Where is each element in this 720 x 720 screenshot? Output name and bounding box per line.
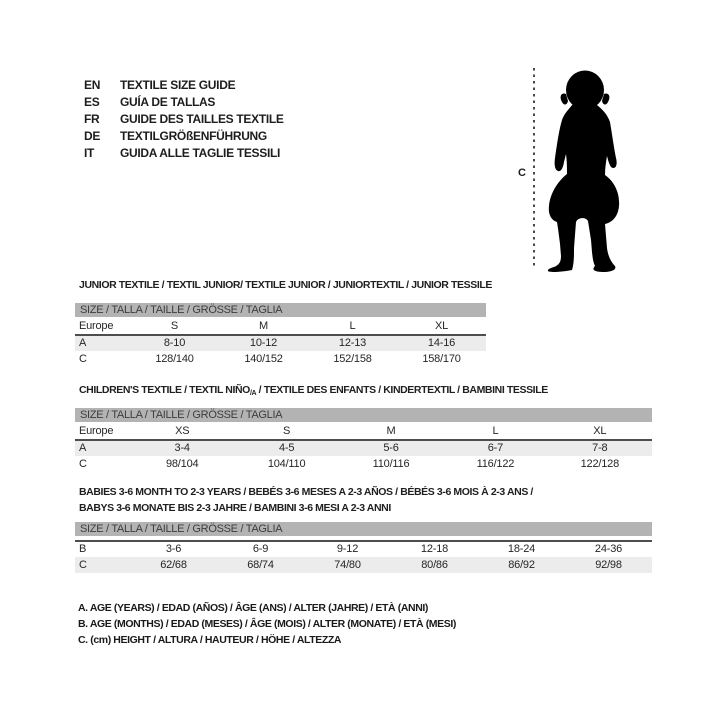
table-row-a: A 3-4 4-5 5-6 6-7 7-8: [75, 440, 652, 456]
size-cell: L: [492, 424, 499, 437]
data-cell: 140/152: [244, 352, 283, 365]
language-row-it: IT GUIDA ALLE TAGLIE TESSILI: [84, 145, 284, 162]
row-divider: [75, 540, 652, 542]
row-divider: [75, 439, 652, 441]
data-cell: 62/68: [160, 558, 187, 571]
data-cell: 110/116: [372, 457, 410, 470]
data-cell: 98/104: [165, 457, 199, 470]
data-cell: 128/140: [155, 352, 194, 365]
language-row-es: ES GUÍA DE TALLAS: [84, 94, 284, 111]
language-code: FR: [84, 112, 100, 126]
language-row-fr: FR GUIDE DES TAILLES TEXTILE: [84, 111, 284, 128]
children-title-sub: /A: [249, 390, 257, 397]
data-cell: 74/80: [334, 558, 361, 571]
data-cell: 152/158: [333, 352, 372, 365]
data-cell: 80/86: [421, 558, 448, 571]
note-height-cm: C. (cm) HEIGHT / ALTURA / HAUTEUR / HÖHE…: [78, 634, 342, 647]
data-cell: 3-4: [174, 442, 191, 455]
height-measure-line: [533, 68, 535, 269]
data-cell: 12-18: [420, 543, 449, 556]
data-cell: 6-9: [252, 543, 269, 556]
data-cell: 14-16: [427, 337, 456, 350]
region-row: Europe XS S M L XL: [75, 422, 652, 439]
data-cell: 122/128: [580, 457, 620, 470]
data-cell: 8-10: [163, 337, 186, 350]
size-cell: XL: [434, 319, 449, 332]
babies-size-table: SIZE / TALLA / TAILLE / GRÖSSE / TAGLIA …: [75, 522, 652, 573]
data-cell: 10-12: [249, 337, 278, 350]
toddler-silhouette-icon: [547, 70, 620, 272]
data-cell: 4-5: [278, 442, 295, 455]
region-row: Europe S M L XL: [75, 317, 486, 334]
language-code: ES: [84, 95, 100, 109]
data-cell: 3-6: [165, 543, 182, 556]
data-cell: 18-24: [507, 543, 536, 556]
babies-title-line2: BABYS 3-6 MONATE BIS 2-3 JAHRE / BAMBINI…: [79, 502, 391, 514]
data-cell: 12-13: [338, 337, 367, 350]
row-label: A: [79, 442, 87, 455]
data-cell: 6-7: [487, 442, 504, 455]
children-size-table: SIZE / TALLA / TAILLE / GRÖSSE / TAGLIA …: [75, 408, 652, 472]
table-row-b: B 3-6 6-9 9-12 12-18 18-24 24-36: [75, 542, 652, 558]
table-row-c: C 128/140 140/152 152/158 158/170: [75, 351, 486, 367]
language-code: IT: [84, 146, 95, 160]
babies-title-line1: BABIES 3-6 MONTH TO 2-3 YEARS / BEBÉS 3-…: [79, 486, 533, 498]
data-cell: 9-12: [336, 543, 359, 556]
size-header-bar: SIZE / TALLA / TAILLE / GRÖSSE / TAGLIA: [75, 408, 652, 422]
junior-size-table: SIZE / TALLA / TAILLE / GRÖSSE / TAGLIA …: [75, 303, 486, 367]
data-cell: 68/74: [247, 558, 274, 571]
size-cell: S: [283, 424, 291, 437]
row-divider: [75, 334, 486, 336]
data-cell: 116/122: [476, 457, 515, 470]
note-age-years: A. AGE (YEARS) / EDAD (AÑOS) / ÂGE (ANS)…: [78, 602, 429, 614]
language-label: GUIDE DES TAILLES TEXTILE: [120, 112, 284, 126]
size-cell: S: [170, 319, 179, 332]
row-label: C: [79, 457, 87, 470]
size-cell: L: [349, 319, 356, 332]
measure-label-c: C: [518, 167, 526, 179]
children-table-title: CHILDREN'S TEXTILE / TEXTIL NIÑO/A / TEX…: [79, 382, 548, 402]
language-code: EN: [84, 78, 101, 92]
size-cell: M: [259, 319, 268, 332]
language-label: GUIDA ALLE TAGLIE TESSILI: [120, 146, 281, 160]
data-cell: 5-6: [383, 442, 399, 455]
babies-table-title: BABIES 3-6 MONTH TO 2-3 YEARS / BEBÉS 3-…: [79, 484, 533, 516]
size-header-bar: SIZE / TALLA / TAILLE / GRÖSSE / TAGLIA: [75, 303, 486, 317]
children-title-post: / TEXTILE DES ENFANTS / KINDERTEXTIL / B…: [256, 384, 549, 396]
row-label: C: [79, 558, 87, 571]
language-label: GUÍA DE TALLAS: [120, 95, 216, 109]
children-title-pre: CHILDREN'S TEXTILE / TEXTIL NIÑO: [79, 384, 250, 396]
size-cell: M: [386, 424, 396, 437]
table-row-c: C 98/104 104/110 110/116 116/122 122/128: [75, 456, 652, 472]
language-row-en: EN TEXTILE SIZE GUIDE: [84, 77, 284, 94]
junior-table-title: JUNIOR TEXTILE / TEXTIL JUNIOR/ TEXTILE …: [79, 279, 492, 291]
size-cell: XL: [593, 424, 607, 437]
legend-notes: A. AGE (YEARS) / EDAD (AÑOS) / ÂGE (ANS)…: [78, 600, 456, 649]
language-list: EN TEXTILE SIZE GUIDE ES GUÍA DE TALLAS …: [84, 77, 284, 162]
language-row-de: DE TEXTILGRÖßENFÜHRUNG: [84, 128, 284, 145]
data-cell: 24-36: [594, 543, 623, 556]
data-cell: 92/98: [595, 558, 622, 571]
data-cell: 7-8: [592, 442, 608, 455]
language-label: TEXTILGRÖßENFÜHRUNG: [120, 129, 267, 143]
region-label: Europe: [79, 424, 114, 437]
table-row-a: A 8-10 10-12 12-13 14-16: [75, 335, 486, 351]
data-cell: 158/170: [422, 352, 461, 365]
language-label: TEXTILE SIZE GUIDE: [120, 78, 236, 92]
row-label: B: [79, 543, 87, 556]
note-age-months: B. AGE (MONTHS) / EDAD (MESES) / ÂGE (MO…: [78, 618, 456, 631]
data-cell: 86/92: [508, 558, 535, 571]
row-label: C: [79, 352, 87, 365]
table-row-c: C 62/68 68/74 74/80 80/86 86/92 92/98: [75, 557, 652, 573]
region-label: Europe: [79, 319, 114, 332]
size-cell: XS: [175, 424, 190, 437]
size-header-bar: SIZE / TALLA / TAILLE / GRÖSSE / TAGLIA: [75, 522, 652, 536]
row-label: A: [79, 337, 87, 350]
data-cell: 104/110: [267, 457, 306, 470]
language-code: DE: [84, 129, 101, 143]
